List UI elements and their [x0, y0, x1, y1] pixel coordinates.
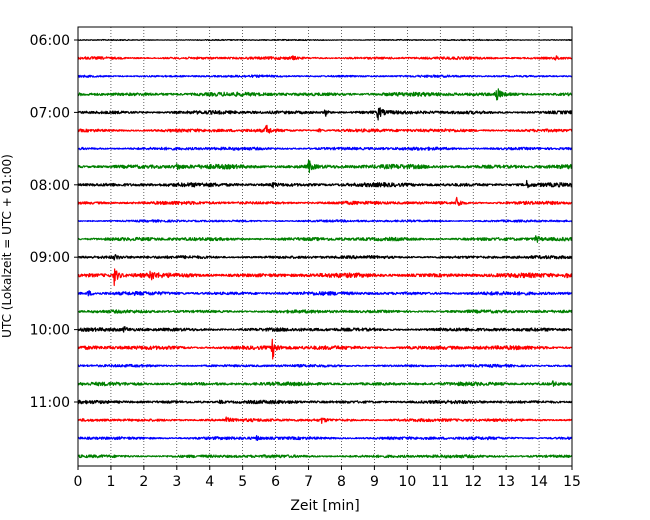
trace-line: [77, 124, 573, 134]
trace-line: [77, 219, 573, 223]
trace-line: [77, 338, 573, 360]
x-tick-label: 3: [172, 474, 181, 490]
trace-line: [77, 380, 573, 387]
trace-line: [77, 363, 573, 368]
trace-line: [77, 107, 573, 121]
y-axis-ticks: 06:00 07:00 08:00 09:00 10:00 11:00: [30, 33, 78, 411]
y-tick-label: 09:00: [30, 250, 70, 266]
y-tick-label: 08:00: [30, 178, 70, 194]
trace-line: [77, 159, 573, 174]
y-tick-label: 11:00: [30, 395, 70, 411]
trace-line: [77, 38, 573, 42]
trace-line: [77, 268, 573, 287]
x-tick-label: 13: [497, 474, 515, 490]
y-tick-label: 07:00: [30, 105, 70, 121]
trace-line: [77, 399, 573, 405]
x-tick-label: 10: [398, 474, 416, 490]
x-tick-label: 2: [139, 474, 148, 490]
trace-line: [77, 88, 573, 101]
trace-line: [77, 55, 573, 61]
y-tick-label: 06:00: [30, 33, 70, 49]
trace-line: [77, 146, 573, 151]
trace-line: [77, 74, 573, 78]
trace-line: [77, 290, 573, 297]
x-tick-label: 12: [464, 474, 482, 490]
x-axis-ticks: 0 1 2 3 4 5 6 7 8 9 10 11 12 13 14 15: [74, 466, 581, 490]
x-tick-label: 15: [563, 474, 581, 490]
trace-lines: [77, 38, 573, 459]
trace-line: [77, 326, 573, 333]
trace-line: [77, 235, 573, 243]
x-tick-label: 6: [271, 474, 280, 490]
x-axis-label: Zeit [min]: [290, 498, 359, 514]
x-tick-label: 14: [530, 474, 548, 490]
grid-lines: [110, 27, 540, 466]
y-tick-label: 10:00: [30, 323, 70, 339]
trace-line: [77, 416, 573, 424]
trace-line: [77, 196, 573, 207]
trace-line: [77, 254, 573, 261]
x-tick-label: 0: [74, 474, 83, 490]
x-tick-label: 9: [370, 474, 379, 490]
x-tick-label: 7: [304, 474, 313, 490]
x-tick-label: 5: [238, 474, 247, 490]
x-tick-label: 11: [431, 474, 449, 490]
trace-line: [77, 179, 573, 189]
trace-line: [77, 434, 573, 441]
x-tick-label: 1: [106, 474, 115, 490]
x-tick-label: 4: [205, 474, 214, 490]
trace-line: [77, 454, 573, 459]
plot-frame: [77, 26, 573, 467]
x-tick-label: 8: [337, 474, 346, 490]
y-axis-label: UTC (Lokalzeit = UTC + 01:00): [0, 154, 14, 338]
trace-line: [77, 309, 573, 314]
